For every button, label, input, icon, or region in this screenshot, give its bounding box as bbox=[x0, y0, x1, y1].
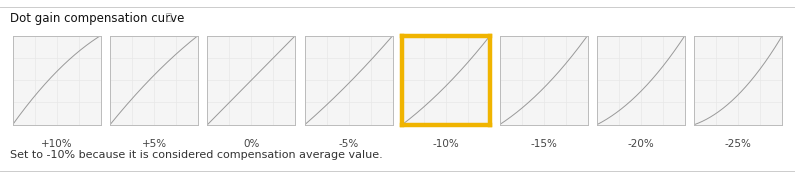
Text: +10%: +10% bbox=[41, 139, 72, 149]
Text: Dot gain compensation curve: Dot gain compensation curve bbox=[10, 12, 184, 25]
Text: -5%: -5% bbox=[339, 139, 359, 149]
Text: 0%: 0% bbox=[243, 139, 260, 149]
Text: Set to -10% because it is considered compensation average value.: Set to -10% because it is considered com… bbox=[10, 150, 382, 160]
Text: -15%: -15% bbox=[530, 139, 557, 149]
Text: -10%: -10% bbox=[432, 139, 460, 149]
Text: +5%: +5% bbox=[142, 139, 167, 149]
Text: ⓘ: ⓘ bbox=[165, 11, 171, 21]
Text: -20%: -20% bbox=[627, 139, 654, 149]
Text: -25%: -25% bbox=[725, 139, 752, 149]
